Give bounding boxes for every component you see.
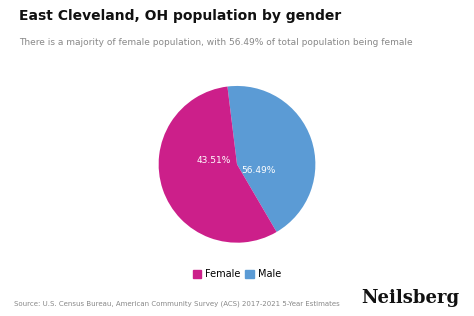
Text: There is a majority of female population, with 56.49% of total population being : There is a majority of female population… <box>19 38 412 47</box>
Text: Source: U.S. Census Bureau, American Community Survey (ACS) 2017-2021 5-Year Est: Source: U.S. Census Bureau, American Com… <box>14 300 340 307</box>
Text: 56.49%: 56.49% <box>242 166 276 175</box>
Legend: Female, Male: Female, Male <box>189 265 285 283</box>
Text: 43.51%: 43.51% <box>196 156 231 165</box>
Text: East Cleveland, OH population by gender: East Cleveland, OH population by gender <box>19 9 341 23</box>
Wedge shape <box>228 86 315 232</box>
Wedge shape <box>159 87 277 243</box>
Text: Neilsberg: Neilsberg <box>362 289 460 307</box>
